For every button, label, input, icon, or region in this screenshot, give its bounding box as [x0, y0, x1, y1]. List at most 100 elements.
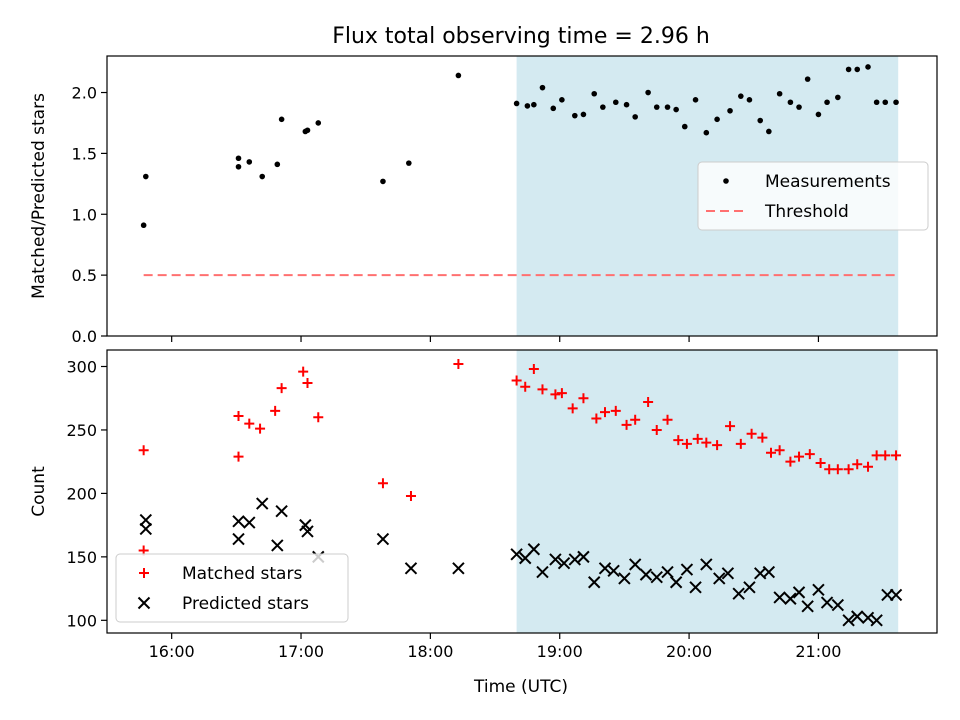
- measurement-point: [143, 173, 149, 180]
- predicted-star-point: [689, 581, 702, 594]
- predicted-star-point: [568, 553, 582, 566]
- measurement-point: [746, 97, 753, 103]
- predicted-star-point: [680, 563, 694, 576]
- measurement-point: [580, 111, 587, 118]
- matched-star-point: [537, 384, 548, 395]
- measurement-point: [539, 84, 546, 91]
- matched-star-point: [255, 423, 266, 434]
- measurement-point: [766, 128, 772, 135]
- legend-x-marker: [137, 596, 151, 610]
- matched-star-point: [804, 449, 815, 460]
- matched-star-point: [891, 450, 902, 461]
- predicted-star-point: [139, 513, 153, 527]
- top-measurement-points: [140, 64, 899, 229]
- y-tick-label: 1.5: [72, 144, 97, 163]
- predicted-star-point: [792, 586, 806, 599]
- y-tick-label: 2.0: [72, 84, 97, 103]
- legend-box: [697, 161, 929, 231]
- predicted-star-point: [812, 583, 825, 597]
- legend-dot-marker: [723, 178, 729, 184]
- x-tick-label: 20:00: [666, 642, 712, 661]
- measurement-point: [235, 163, 242, 170]
- predicted-star-point: [842, 614, 855, 627]
- top-axes-frame: [106, 55, 938, 337]
- bottom-shaded-region: [516, 350, 899, 633]
- measurement-point: [550, 105, 557, 112]
- matched-star-point: [692, 433, 703, 444]
- legend-label: Threshold: [764, 202, 849, 222]
- measurement-point: [278, 116, 285, 123]
- bottom-axes-frame: [106, 349, 938, 634]
- measurement-point: [703, 129, 710, 136]
- y-tick-label: 100: [66, 611, 97, 630]
- matched-star-point: [735, 438, 746, 449]
- bottom-y-ticks: 100 150 200 250 300: [66, 357, 107, 630]
- measurement-point: [796, 104, 802, 110]
- measurement-point: [845, 66, 852, 73]
- measurement-point: [380, 178, 386, 185]
- x-axis-label: Time (UTC): [473, 677, 568, 697]
- predicted-star-point: [301, 525, 314, 538]
- measurement-point: [882, 99, 889, 106]
- matched-star-point: [643, 397, 654, 408]
- legend-box: [115, 553, 349, 623]
- y-tick-label: 200: [66, 484, 97, 503]
- predicted-star-point: [452, 562, 465, 575]
- measurement-point: [274, 161, 281, 168]
- predicted-star-point: [527, 543, 541, 556]
- predicted-star-point: [851, 610, 864, 623]
- top-y-axis-label: Matched/Predicted stars: [29, 93, 49, 299]
- predicted-star-point: [669, 576, 683, 589]
- measurement-point: [738, 93, 744, 99]
- measurement-point: [513, 100, 520, 107]
- predicted-star-point: [557, 556, 571, 570]
- measurement-point: [304, 127, 311, 134]
- y-tick-label: 1.0: [72, 205, 97, 224]
- measurement-point: [787, 99, 794, 106]
- bottom-x-ticks: 16:00 17:00 18:00 19:00 20:00 21:00: [149, 633, 841, 661]
- matched-star-point: [725, 421, 736, 432]
- matched-star-point: [662, 414, 673, 425]
- predicted-star-point: [232, 515, 245, 528]
- predicted-star-point: [773, 591, 786, 604]
- predicted-star-point: [510, 548, 523, 561]
- measurement-point: [531, 101, 537, 108]
- measurement-point: [406, 160, 412, 166]
- measurement-point: [259, 173, 266, 180]
- measurement-point: [893, 99, 899, 106]
- measurement-point: [645, 89, 651, 96]
- matched-star-point: [556, 388, 567, 399]
- measurement-point: [664, 104, 671, 110]
- matched-star-point: [815, 457, 826, 468]
- predicted-star-point: [232, 532, 245, 546]
- measurement-point: [757, 117, 764, 124]
- y-tick-label: 250: [66, 421, 97, 440]
- predicted-star-point: [139, 522, 153, 536]
- bottom-legend: Matched stars Predicted stars: [115, 553, 349, 623]
- predicted-star-point: [639, 568, 653, 581]
- y-tick-label: 0.0: [72, 327, 97, 346]
- x-tick-label: 16:00: [149, 642, 195, 661]
- predicted-star-point: [549, 553, 562, 566]
- measurement-point: [455, 72, 462, 79]
- measurement-point: [804, 76, 811, 82]
- measurement-point: [727, 107, 733, 114]
- predicted-star-point: [650, 570, 663, 584]
- predicted-star-point: [831, 598, 845, 612]
- predicted-star-point: [762, 565, 776, 579]
- predicted-star-point: [820, 596, 834, 609]
- x-tick-label: 17:00: [278, 642, 324, 661]
- predicted-star-point: [661, 565, 674, 579]
- matched-star-point: [871, 450, 882, 461]
- predicted-star-point: [801, 600, 814, 613]
- measurement-point: [835, 94, 841, 101]
- measurement-point: [854, 66, 861, 73]
- matched-star-point: [824, 464, 835, 475]
- predicted-star-point: [577, 550, 590, 564]
- matched-star-point: [600, 407, 610, 418]
- predicted-star-point: [618, 572, 631, 585]
- matched-star-point: [746, 428, 757, 439]
- bottom-star-points: [138, 358, 903, 627]
- matched-star-point: [244, 418, 255, 429]
